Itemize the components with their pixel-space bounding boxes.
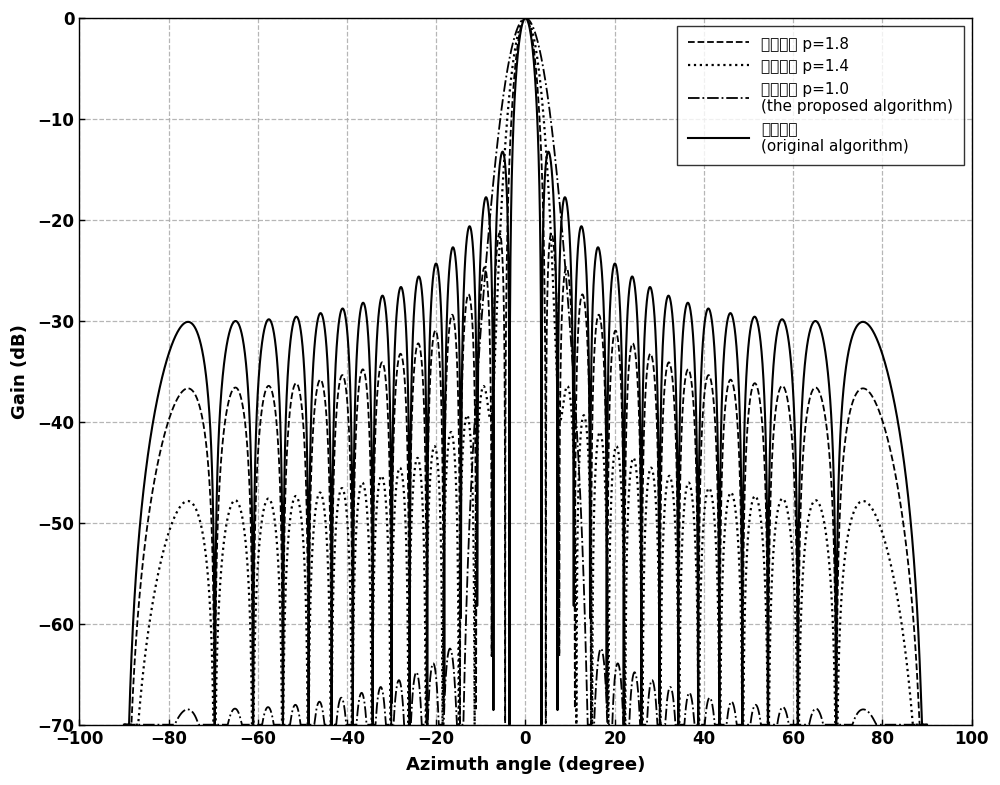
Legend: 所提方法 p=1.8, 所提方法 p=1.4, 所提方法 p=1.0
(the proposed algorithm), 现有方法
(original algo: 所提方法 p=1.8, 所提方法 p=1.4, 所提方法 p=1.0 (the …	[677, 26, 964, 165]
Y-axis label: Gain (dB): Gain (dB)	[11, 324, 29, 419]
X-axis label: Azimuth angle (degree): Azimuth angle (degree)	[406, 756, 645, 774]
